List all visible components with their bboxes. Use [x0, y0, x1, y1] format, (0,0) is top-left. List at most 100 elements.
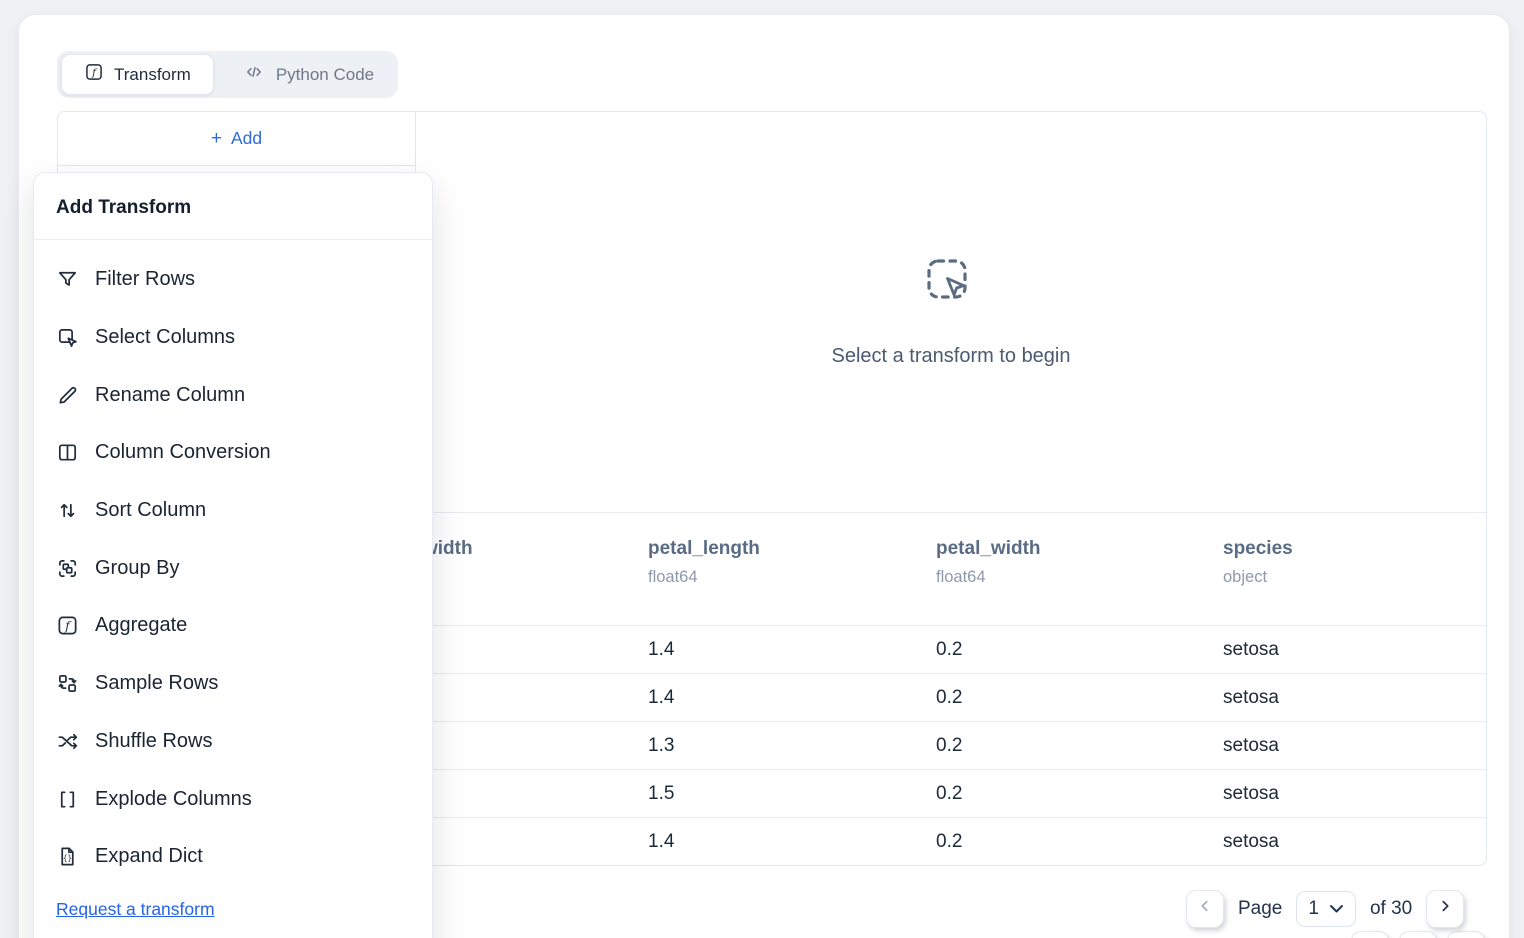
column-label: petal_width: [936, 538, 1041, 559]
add-button-label: Add: [230, 128, 263, 148]
menu-item-label: Explode Columns: [95, 787, 252, 810]
menu-item-group-by[interactable]: Group By: [34, 539, 432, 597]
column-header-species: species object: [1216, 537, 1486, 625]
view-tabs: f Transform Python Code: [57, 51, 399, 98]
table-cell: 0.2: [936, 686, 963, 708]
sort-arrows-icon: [56, 499, 79, 522]
empty-state: Select a transform to begin: [416, 112, 1486, 513]
table-cell: setosa: [1223, 831, 1279, 852]
menu-item-filter-rows[interactable]: Filter Rows: [34, 251, 432, 309]
menu-item-rename-column[interactable]: Rename Column: [34, 366, 432, 424]
column-dtype: float64: [936, 568, 986, 586]
chevron-right-icon: [1437, 898, 1453, 920]
pencil-icon: [56, 384, 79, 407]
chevron-down-icon: [1329, 898, 1344, 920]
next-page-button[interactable]: [1426, 890, 1465, 928]
table-cell: 1.5: [648, 782, 675, 804]
function-icon: f: [84, 62, 104, 87]
table-cell: 1.3: [648, 734, 675, 756]
page-label: Page: [1238, 898, 1283, 919]
menu-item-label: Expand Dict: [95, 845, 203, 868]
menu-item-label: Shuffle Rows: [95, 729, 213, 752]
table-cell: 0.2: [936, 638, 963, 660]
column-header-petal_width: petal_width float64: [929, 537, 1216, 625]
add-transform-button[interactable]: + Add: [58, 112, 415, 166]
menu-item-shuffle-rows[interactable]: Shuffle Rows: [34, 713, 432, 771]
table-cell: 1.4: [648, 686, 675, 708]
menu-item-sort-column[interactable]: Sort Column: [34, 482, 432, 540]
brackets-icon: [56, 788, 79, 811]
page-select[interactable]: 1: [1296, 891, 1356, 927]
table-cell: 1.4: [648, 831, 675, 852]
menu-item-column-conversion[interactable]: Column Conversion: [34, 424, 432, 482]
tab-label: Python Code: [275, 64, 375, 84]
table-row: 1.4 0.2 setosa: [416, 626, 1486, 674]
svg-text:f: f: [91, 67, 98, 79]
page-select-value: 1: [1308, 898, 1319, 919]
pagination: Page 1 of 30: [1186, 890, 1465, 928]
tab-transform[interactable]: f Transform: [61, 54, 214, 95]
column-dtype: object: [1223, 568, 1268, 586]
menu-items: Filter Rows Select Columns Rename Column Co…: [34, 240, 432, 886]
menu-item-label: Column Conversion: [95, 441, 271, 464]
menu-item-label: Filter Rows: [95, 268, 196, 291]
column-header-petal_length: petal_length float64: [641, 537, 929, 625]
page-total: of 30: [1369, 898, 1413, 919]
hidden-action-button[interactable]: [1447, 931, 1485, 938]
menu-item-expand-dict[interactable]: {} Expand Dict: [34, 828, 432, 886]
table-cell: setosa: [1223, 782, 1279, 804]
function-icon: f: [56, 614, 79, 637]
table-cell: setosa: [1223, 734, 1279, 756]
table-body: 1.4 0.2 setosa 1.4 0.2 setosa 1.3 0.2 setosa 1.5 0…: [416, 626, 1486, 865]
table-row: 1.3 0.2 setosa: [416, 722, 1486, 770]
svg-text:f: f: [64, 619, 72, 633]
menu-item-label: Rename Column: [95, 383, 246, 406]
table-row: 1.4 0.2 setosa: [416, 818, 1486, 865]
svg-text:{}: {}: [63, 854, 72, 863]
columns-icon: [56, 441, 79, 464]
table-cell: 0.2: [936, 831, 963, 852]
sample-icon: [56, 672, 79, 695]
select-columns-icon: [56, 326, 79, 349]
tab-label: Transform: [114, 64, 191, 84]
menu-item-explode-columns[interactable]: Explode Columns: [34, 770, 432, 828]
column-label: width: [423, 538, 473, 559]
group-icon: [56, 557, 79, 580]
hidden-action-button[interactable]: [1399, 931, 1437, 938]
menu-item-label: Sort Column: [95, 499, 207, 522]
prev-page-button[interactable]: [1186, 890, 1224, 928]
table-cell: 0.2: [936, 782, 963, 804]
hidden-action-button[interactable]: [1351, 931, 1389, 938]
plus-icon: +: [210, 127, 222, 149]
code-icon: [242, 62, 266, 87]
select-cursor-icon: [924, 256, 978, 315]
menu-item-label: Group By: [95, 556, 180, 579]
shuffle-icon: [56, 730, 79, 753]
table-cell: 0.2: [936, 734, 963, 756]
column-label: species: [1223, 538, 1293, 559]
menu-item-select-columns[interactable]: Select Columns: [34, 309, 432, 367]
menu-item-label: Aggregate: [95, 614, 188, 637]
menu-item-label: Select Columns: [95, 326, 236, 349]
table-cell: setosa: [1223, 638, 1279, 660]
table-cell: setosa: [1223, 686, 1279, 708]
column-dtype: float64: [648, 568, 698, 586]
menu-item-label: Sample Rows: [95, 672, 219, 695]
tab-python-code[interactable]: Python Code: [218, 55, 398, 94]
chevron-left-icon: [1197, 898, 1213, 920]
menu-item-sample-rows[interactable]: Sample Rows: [34, 655, 432, 713]
column-header-width: width: [416, 537, 641, 625]
menu-title: Add Transform: [34, 173, 432, 240]
column-label: petal_length: [648, 538, 760, 559]
table-cell: 1.4: [648, 638, 675, 660]
transform-content: Select a transform to begin width petal_l…: [416, 112, 1486, 865]
table-row: 1.4 0.2 setosa: [416, 674, 1486, 722]
empty-state-message: Select a transform to begin: [831, 345, 1071, 367]
expand-dict-icon: {}: [56, 845, 79, 868]
add-transform-menu: Add Transform Filter Rows Select Columns R…: [33, 172, 433, 938]
request-transform-link[interactable]: Request a transform: [56, 898, 215, 919]
menu-item-aggregate[interactable]: f Aggregate: [34, 597, 432, 655]
table-row: 1.5 0.2 setosa: [416, 770, 1486, 818]
